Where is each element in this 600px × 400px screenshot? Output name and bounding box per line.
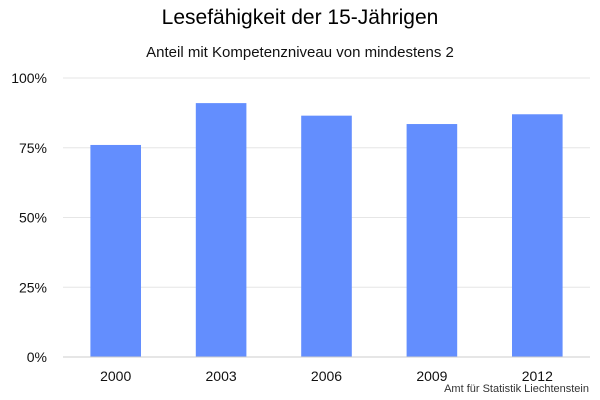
bar-2009 <box>406 124 458 357</box>
bar-2000 <box>90 144 141 357</box>
source-note: Amt für Statistik Liechtenstein <box>444 383 589 395</box>
y-tick-label: 0% <box>27 349 47 365</box>
x-tick-label: 2000 <box>100 368 131 384</box>
bar-2003 <box>195 103 247 357</box>
x-tick-label: 2009 <box>416 368 447 384</box>
x-tick-label: 2012 <box>522 368 553 384</box>
x-tick-label: 2003 <box>206 368 237 384</box>
y-tick-label: 100% <box>11 70 47 86</box>
x-tick-label: 2006 <box>311 368 342 384</box>
tick-labels: 0% 25% 50% 75% 100% 2000 2003 2006 2009 2012 <box>11 70 553 384</box>
bar-2012 <box>512 114 563 358</box>
y-tick-label: 75% <box>19 140 47 156</box>
y-tick-label: 50% <box>19 210 47 226</box>
chart-subtitle: Anteil mit Kompetenzniveau von mindesten… <box>146 44 454 61</box>
chart-title: Lesefähigkeit der 15-Jährigen <box>161 6 439 29</box>
bars <box>90 103 563 358</box>
y-tick-label: 25% <box>19 279 47 295</box>
bar-2006 <box>301 115 352 357</box>
